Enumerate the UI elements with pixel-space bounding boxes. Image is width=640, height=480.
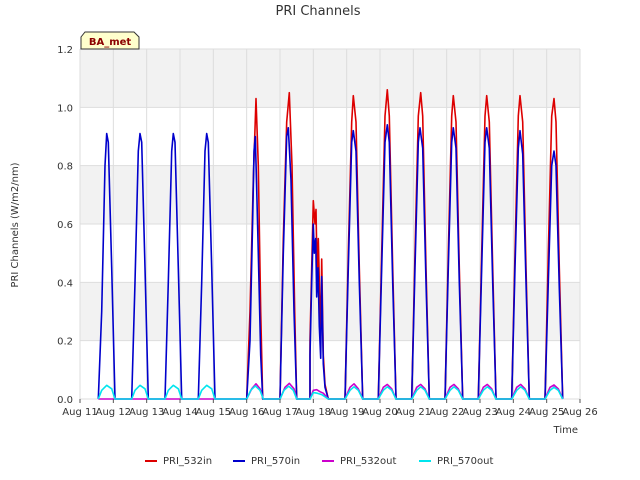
x-tick-label: Aug 26 — [562, 407, 597, 418]
x-tick-label: Aug 14 — [162, 407, 197, 418]
y-axis-label: PRI Channels (W/m2/nm) — [10, 162, 21, 287]
x-tick-label: Aug 13 — [129, 407, 164, 418]
plot-band — [80, 224, 580, 283]
x-tick-label: Aug 20 — [362, 407, 397, 418]
legend-label: PRI_532in — [163, 456, 212, 467]
plot-band — [80, 340, 580, 399]
y-tick-label: 0.4 — [57, 278, 73, 289]
y-tick-label: 0.2 — [57, 337, 73, 348]
x-tick-label: Aug 25 — [529, 407, 564, 418]
x-tick-label: Aug 18 — [296, 407, 331, 418]
plot-band — [80, 49, 580, 108]
legend-label: PRI_570out — [437, 456, 493, 467]
plot-band — [80, 165, 580, 224]
plot-band — [80, 107, 580, 166]
y-axis-ticks: 0.0 0.2 0.4 0.6 0.8 1.0 1.2 — [57, 45, 73, 406]
y-tick-label: 0.8 — [57, 162, 73, 173]
chart-title: PRI Channels — [276, 4, 361, 19]
legend: PRI_532in PRI_570in PRI_532out PRI_570out — [145, 456, 493, 467]
x-tick-label: Aug 24 — [496, 407, 531, 418]
legend-label: PRI_570in — [251, 456, 300, 467]
series-line-pri-570out — [97, 384, 564, 400]
legend-label: PRI_532out — [340, 456, 396, 467]
y-tick-label: 1.0 — [57, 103, 73, 114]
x-tick-label: Aug 23 — [462, 407, 497, 418]
series-lines — [97, 89, 564, 400]
x-tick-label: Aug 17 — [262, 407, 297, 418]
badge-label: BA_met — [89, 37, 132, 48]
plot-background — [80, 49, 580, 399]
x-axis-label: Time — [553, 425, 578, 436]
x-tick-label: Aug 11 — [62, 407, 97, 418]
y-tick-label: 0.6 — [57, 220, 73, 231]
y-tick-label: 1.2 — [57, 45, 73, 56]
x-tick-label: Aug 19 — [329, 407, 364, 418]
x-tick-label: Aug 12 — [96, 407, 131, 418]
x-tick-label: Aug 16 — [229, 407, 264, 418]
station-badge: BA_met — [80, 31, 140, 50]
x-tick-label: Aug 21 — [396, 407, 431, 418]
plot-band — [80, 282, 580, 341]
x-tick-label: Aug 15 — [196, 407, 231, 418]
series-line-pri-570in — [97, 124, 564, 400]
x-tick-label: Aug 22 — [429, 407, 464, 418]
y-tick-label: 0.0 — [57, 395, 73, 406]
badge-box — [80, 31, 140, 50]
